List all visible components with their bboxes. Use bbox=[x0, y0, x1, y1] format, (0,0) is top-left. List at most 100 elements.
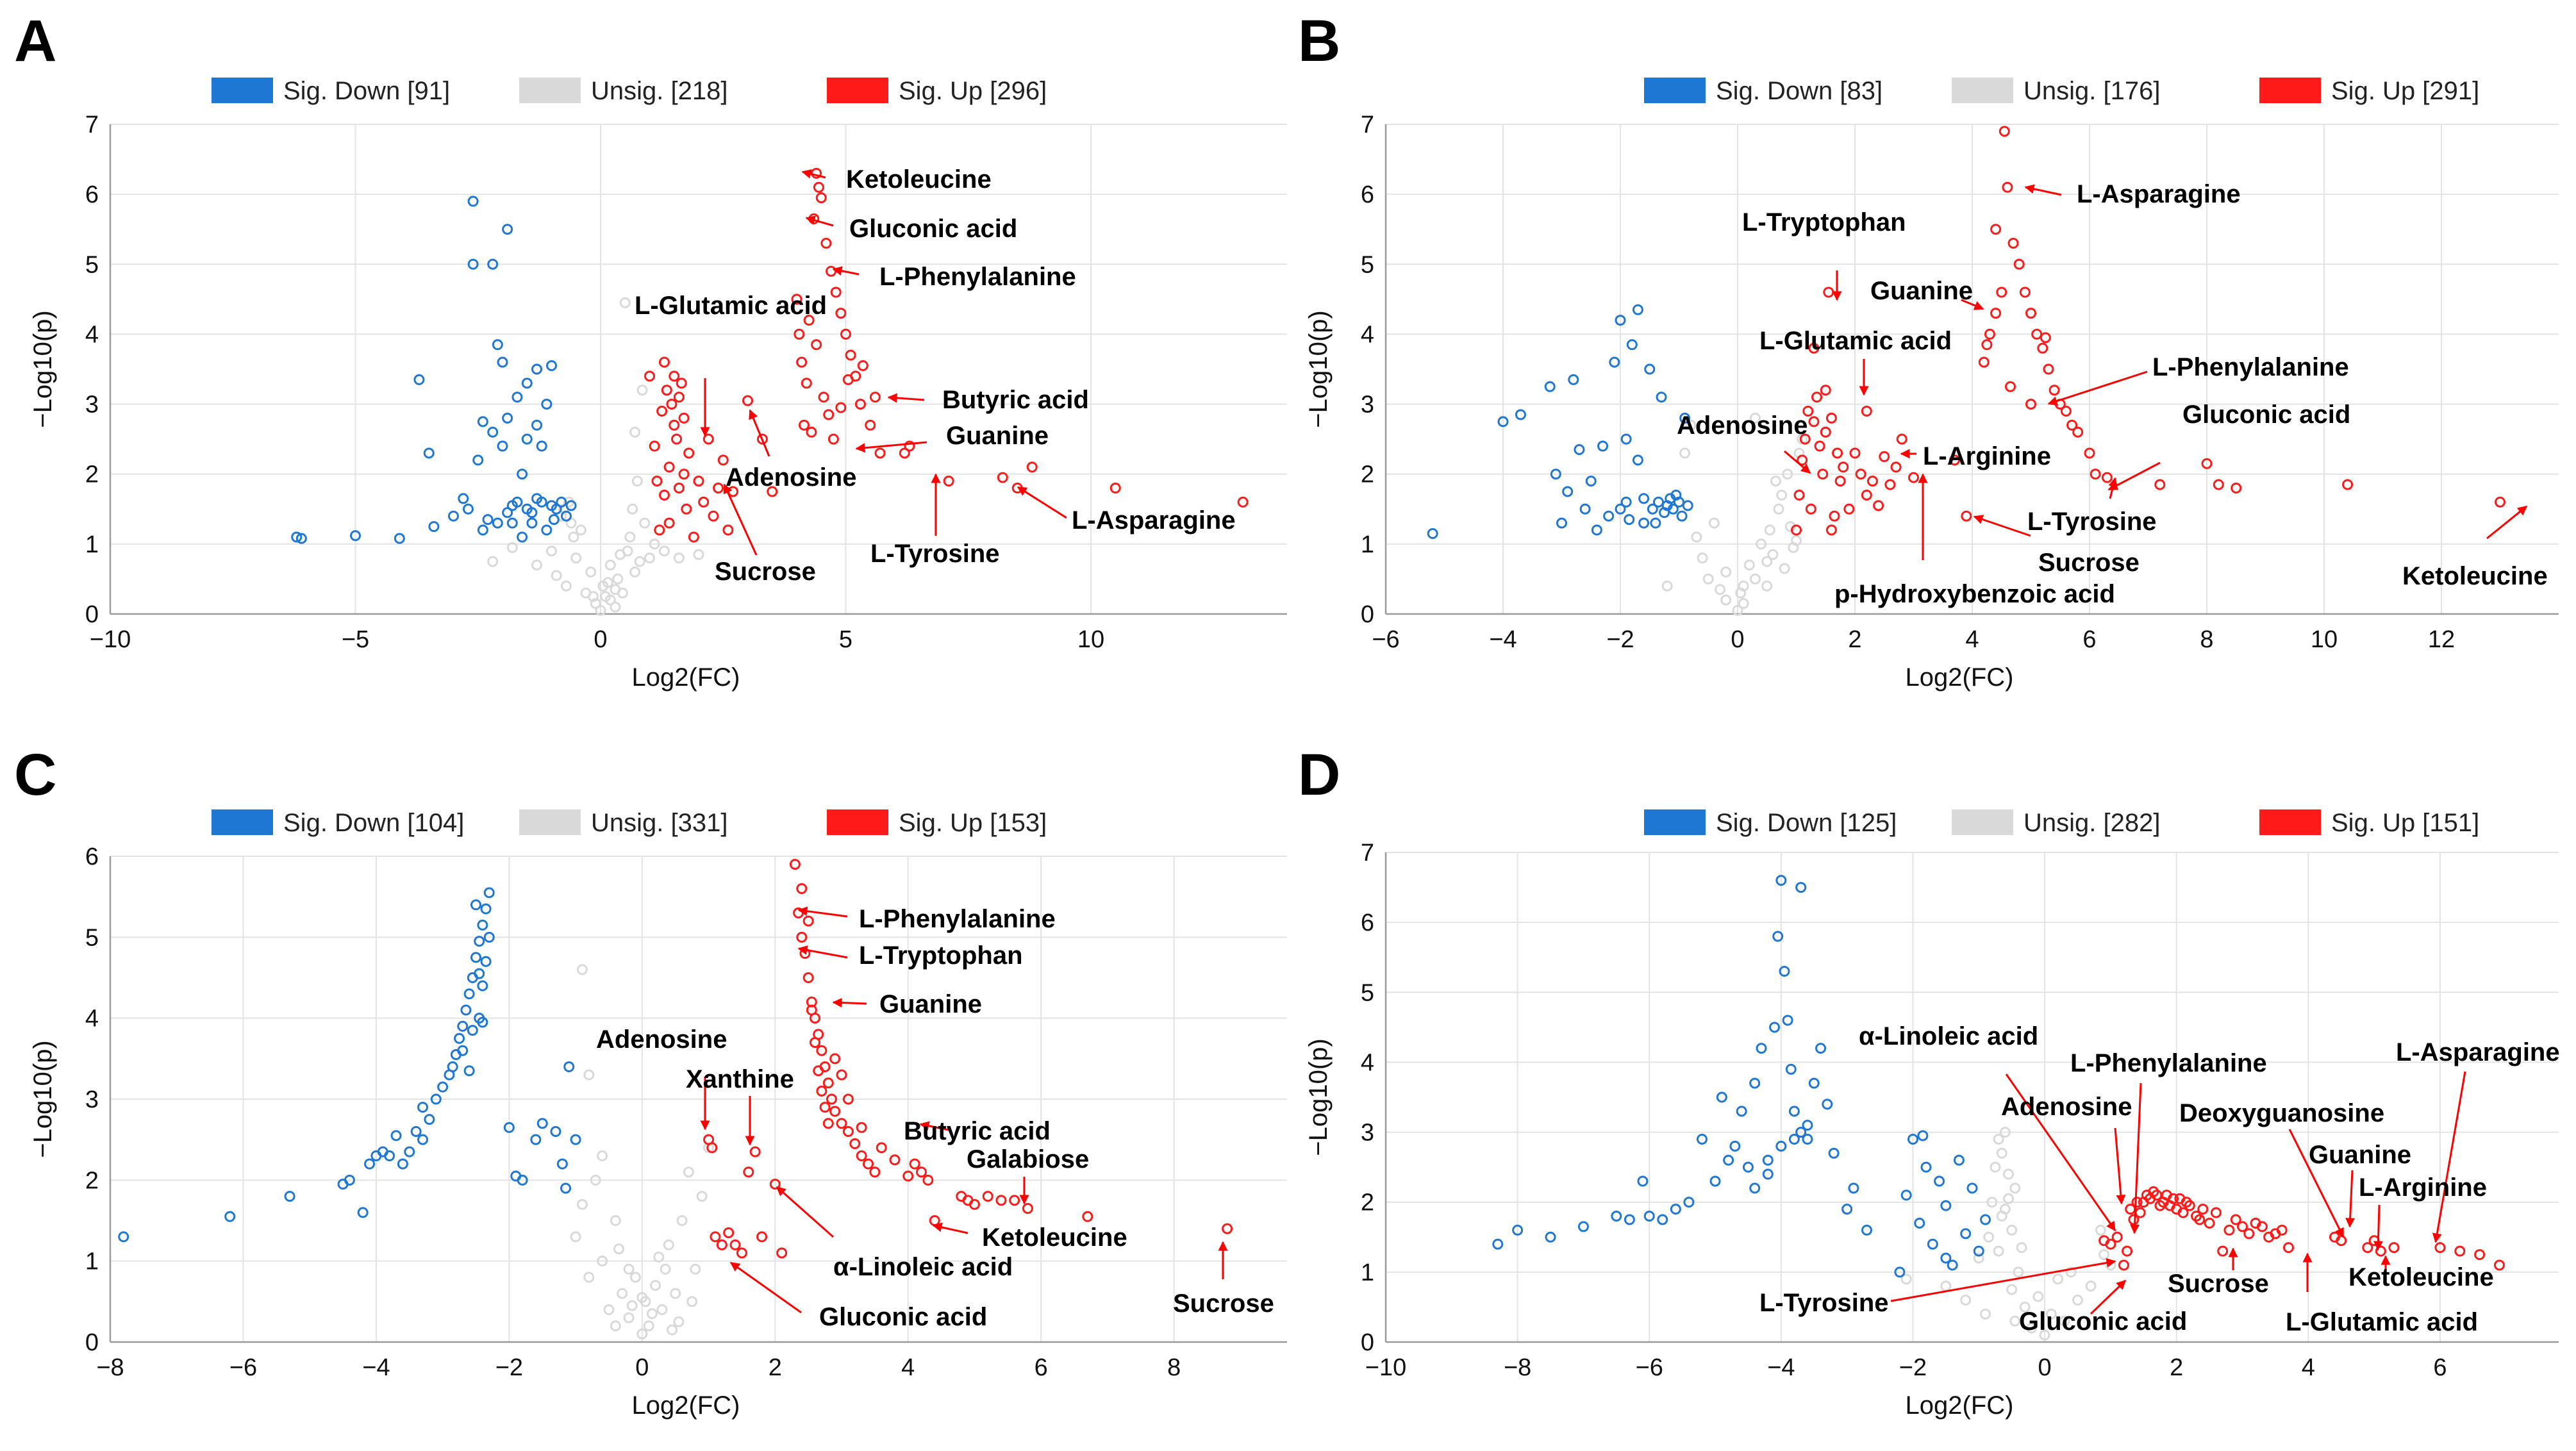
annotation-arrow bbox=[1973, 515, 2031, 537]
panel-letter: C bbox=[14, 742, 56, 808]
legend-label: Sig. Down [104] bbox=[283, 809, 464, 837]
legend-label: Unsig. [282] bbox=[2023, 809, 2160, 837]
legend-swatch bbox=[519, 78, 581, 103]
data-point bbox=[1609, 356, 1620, 368]
data-point bbox=[982, 1191, 993, 1202]
panel-letter: B bbox=[1298, 8, 1340, 74]
annotation-label: Guanine bbox=[946, 422, 1049, 450]
data-point bbox=[1907, 1133, 1918, 1145]
annotation-arrow bbox=[1961, 299, 1984, 310]
data-point bbox=[565, 500, 577, 511]
data-point bbox=[716, 1239, 727, 1250]
data-point bbox=[1591, 524, 1602, 536]
series-sig-up bbox=[703, 859, 1233, 1259]
data-point bbox=[2032, 1291, 2044, 1302]
data-point bbox=[1709, 1175, 1721, 1187]
annotation-label: L-Asparagine bbox=[2077, 180, 2241, 208]
data-point bbox=[1843, 503, 1855, 515]
x-axis-title: Log2(FC) bbox=[1906, 1391, 2014, 1420]
data-point bbox=[1620, 433, 1632, 445]
data-point bbox=[1861, 405, 1872, 417]
data-point bbox=[1742, 1161, 1754, 1173]
data-point bbox=[2090, 468, 2101, 480]
data-point bbox=[854, 399, 866, 410]
data-point bbox=[802, 972, 814, 983]
data-point bbox=[1983, 1231, 1995, 1243]
data-point bbox=[1674, 496, 1684, 508]
data-point bbox=[661, 385, 672, 396]
data-point bbox=[1679, 447, 1691, 459]
x-tick-label: −4 bbox=[362, 1354, 390, 1381]
data-point bbox=[1914, 1217, 1925, 1229]
data-point bbox=[889, 1154, 901, 1166]
data-point bbox=[2037, 342, 2048, 354]
data-point bbox=[1961, 510, 1972, 522]
data-point bbox=[669, 419, 680, 431]
data-point bbox=[1900, 1190, 1912, 1201]
data-point bbox=[1984, 328, 1995, 340]
data-point bbox=[394, 533, 405, 544]
legend-swatch bbox=[1644, 809, 1706, 835]
data-point bbox=[644, 552, 655, 564]
annotation-arrow bbox=[776, 1186, 834, 1238]
series-sig-up bbox=[1791, 126, 2505, 536]
data-point bbox=[796, 931, 808, 943]
data-point bbox=[1927, 1238, 1938, 1250]
data-point bbox=[1782, 468, 1793, 480]
data-point bbox=[899, 447, 910, 459]
x-tick-label: 12 bbox=[2428, 626, 2455, 653]
data-point bbox=[1515, 409, 1526, 420]
annotation-arrow bbox=[797, 906, 848, 918]
data-point bbox=[588, 591, 599, 602]
x-tick-label: −2 bbox=[1606, 626, 1634, 653]
data-point bbox=[1973, 1245, 1984, 1257]
data-point bbox=[390, 1130, 402, 1141]
data-point bbox=[1611, 1211, 1622, 1222]
series-unsig bbox=[1900, 1127, 2116, 1341]
data-point bbox=[506, 542, 518, 553]
data-point bbox=[2388, 1242, 2400, 1254]
data-point bbox=[1822, 1099, 1833, 1110]
data-point bbox=[1715, 584, 1726, 595]
data-point bbox=[483, 887, 495, 899]
data-point bbox=[454, 1032, 465, 1044]
data-point bbox=[1683, 1197, 1695, 1208]
data-point bbox=[517, 468, 528, 480]
data-point bbox=[802, 915, 814, 927]
data-point bbox=[2194, 1214, 2206, 1225]
annotation-label: Sucrose bbox=[2038, 549, 2140, 577]
data-point bbox=[649, 440, 660, 452]
data-point bbox=[2006, 1224, 2018, 1236]
data-point bbox=[474, 968, 485, 979]
x-tick-label: 0 bbox=[635, 1354, 649, 1381]
panel-d: D −10 −8 −6 −4 −2 0 2 4 6 0 1 2 3 4 5 6 7 Log2(FC) −Log10(p… bbox=[1298, 742, 2560, 1420]
data-point bbox=[1738, 580, 1749, 592]
data-point bbox=[448, 510, 459, 522]
data-point bbox=[2003, 1168, 2015, 1180]
data-point bbox=[576, 964, 588, 975]
legend-swatch bbox=[1952, 78, 2013, 103]
y-tick-label: 7 bbox=[1361, 112, 1374, 138]
legend-label: Sig. Up [291] bbox=[2331, 77, 2479, 105]
data-point bbox=[1738, 598, 1749, 609]
data-point bbox=[1656, 392, 1667, 403]
data-point bbox=[1657, 1214, 1668, 1225]
data-point bbox=[617, 1288, 628, 1299]
data-point bbox=[995, 1195, 1007, 1206]
data-point bbox=[1832, 447, 1843, 459]
data-point bbox=[565, 517, 577, 529]
y-axis-title: −Log10(p) bbox=[1304, 1038, 1333, 1156]
data-point bbox=[723, 1227, 735, 1238]
x-tick-label: 8 bbox=[1167, 1354, 1181, 1381]
data-point bbox=[813, 1065, 824, 1077]
annotation-arrow bbox=[855, 441, 927, 453]
data-point bbox=[2111, 1231, 2123, 1243]
data-point bbox=[1960, 1295, 1972, 1306]
data-point bbox=[2052, 1273, 2064, 1285]
data-point bbox=[602, 577, 613, 588]
data-point bbox=[1996, 1147, 2007, 1159]
data-point bbox=[1585, 476, 1597, 487]
data-point bbox=[1834, 476, 1846, 487]
data-point bbox=[482, 514, 494, 526]
data-point bbox=[1427, 527, 1438, 539]
